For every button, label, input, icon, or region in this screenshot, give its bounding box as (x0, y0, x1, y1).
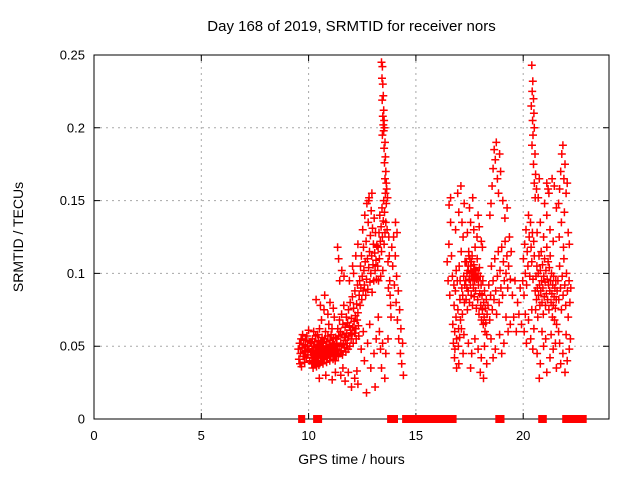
chart-title: Day 168 of 2019, SRMTID for receiver nor… (207, 18, 496, 35)
y-tick-label: 0.1 (67, 266, 85, 281)
x-axis-label: GPS time / hours (298, 451, 405, 467)
y-tick-label: 0.15 (60, 193, 85, 208)
zero-value-band (387, 415, 398, 423)
plot-border (93, 54, 610, 420)
x-tick-label: 15 (409, 428, 423, 443)
y-tick-label: 0.2 (67, 120, 85, 135)
x-tick-label: 10 (301, 428, 315, 443)
y-tick-label: 0 (78, 412, 85, 427)
y-tick-label: 0.25 (60, 48, 85, 63)
gridlines (94, 55, 609, 419)
x-tick-label: 0 (90, 428, 97, 443)
x-tick-label: 5 (198, 428, 205, 443)
zero-value-band (562, 415, 587, 423)
zero-value-band (402, 415, 457, 423)
zero-value-band (313, 415, 323, 423)
zero-value-band (298, 415, 306, 423)
x-tick-label: 20 (516, 428, 530, 443)
zero-value-band (538, 415, 547, 423)
scatter-points (294, 58, 575, 397)
axis-ticks (93, 54, 609, 420)
zero-value-band (495, 415, 505, 423)
y-tick-label: 0.05 (60, 339, 85, 354)
